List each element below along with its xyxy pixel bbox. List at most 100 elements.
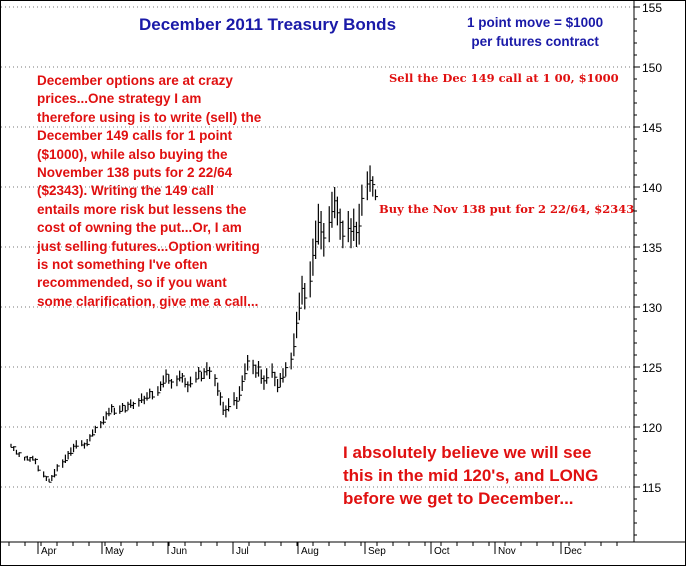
x-tick-label: Dec bbox=[564, 546, 582, 557]
price-bar bbox=[301, 275, 305, 305]
price-bar bbox=[241, 375, 245, 391]
price-bar bbox=[238, 386, 242, 401]
point-value-note: 1 point move = $1000 per futures contrac… bbox=[467, 15, 604, 49]
price-bar bbox=[372, 176, 376, 197]
x-tick-label: Apr bbox=[41, 546, 57, 557]
price-bar bbox=[336, 196, 340, 226]
price-bar bbox=[214, 374, 218, 387]
price-bar bbox=[339, 208, 343, 240]
price-bar bbox=[355, 221, 359, 247]
price-bar bbox=[263, 375, 267, 390]
price-bar bbox=[48, 478, 52, 483]
price-bar bbox=[187, 381, 191, 393]
price-bar bbox=[86, 439, 90, 447]
price-bar bbox=[149, 388, 153, 399]
grid-layer bbox=[1, 6, 634, 488]
price-bar bbox=[130, 399, 134, 408]
price-bar bbox=[18, 452, 22, 457]
price-bar bbox=[282, 368, 286, 383]
price-bar bbox=[184, 377, 188, 388]
x-tick-label: Nov bbox=[498, 546, 516, 557]
price-bar bbox=[111, 404, 115, 413]
price-bar bbox=[296, 311, 300, 339]
price-bar bbox=[15, 449, 19, 455]
price-bar bbox=[219, 392, 223, 406]
price-bar bbox=[26, 455, 30, 461]
price-bar bbox=[257, 361, 262, 377]
price-bar bbox=[323, 223, 327, 257]
price-bar bbox=[45, 476, 49, 481]
price-bar bbox=[168, 374, 172, 384]
x-tick-label: Jul bbox=[236, 546, 249, 557]
price-bar bbox=[358, 203, 362, 245]
price-bar bbox=[361, 184, 365, 216]
price-bar bbox=[260, 369, 264, 384]
price-bar bbox=[342, 220, 346, 249]
price-bar bbox=[247, 355, 251, 371]
sell-call-note: Sell the Dec 149 call at 1 00, $1000 bbox=[389, 71, 619, 85]
price-bar bbox=[140, 393, 145, 403]
price-bar bbox=[285, 362, 289, 377]
y-tick-label: 140 bbox=[642, 181, 662, 195]
price-bar bbox=[105, 411, 109, 420]
price-bar bbox=[350, 218, 354, 249]
price-bar bbox=[228, 398, 232, 412]
price-bar bbox=[225, 405, 229, 418]
price-bar bbox=[24, 456, 28, 461]
price-bar bbox=[369, 165, 373, 192]
price-bar bbox=[157, 386, 161, 396]
price-bar bbox=[198, 367, 202, 379]
y-tick-label: 145 bbox=[642, 121, 662, 135]
price-bar bbox=[255, 364, 259, 378]
y-tick-label: 135 bbox=[642, 241, 662, 255]
price-bar bbox=[91, 429, 96, 437]
price-bar bbox=[32, 455, 36, 461]
price-bar bbox=[309, 261, 313, 298]
price-bar bbox=[266, 368, 270, 384]
price-bar bbox=[181, 373, 185, 383]
price-bar bbox=[304, 283, 308, 310]
price-bar bbox=[317, 203, 321, 245]
price-bar bbox=[75, 440, 79, 449]
price-bar bbox=[89, 434, 93, 442]
x-tick-label: Sep bbox=[368, 546, 386, 557]
y-tick-labels: 115 120 125 130 135 140 145 150 155 bbox=[634, 1, 662, 536]
price-bar bbox=[113, 407, 117, 415]
price-bar bbox=[81, 440, 85, 447]
price-bar bbox=[244, 363, 248, 381]
price-bar bbox=[374, 189, 378, 201]
y-tick-label: 125 bbox=[642, 361, 662, 375]
price-bar bbox=[293, 333, 297, 357]
price-bar bbox=[43, 471, 47, 478]
y-tick-label: 155 bbox=[642, 1, 662, 15]
price-bar bbox=[83, 442, 87, 449]
price-bar bbox=[160, 381, 164, 391]
price-bar bbox=[56, 464, 60, 472]
price-bar bbox=[203, 368, 207, 379]
price-bar bbox=[274, 371, 278, 387]
price-bar bbox=[124, 405, 128, 413]
y-tick-label: 115 bbox=[642, 481, 661, 495]
y-tick-label: 150 bbox=[642, 61, 662, 75]
x-tick-label: May bbox=[105, 546, 124, 557]
price-bar bbox=[208, 367, 213, 379]
price-bar bbox=[298, 292, 302, 321]
price-bar bbox=[315, 220, 319, 259]
price-bar bbox=[165, 369, 169, 383]
price-bar bbox=[176, 375, 180, 387]
price-bar bbox=[222, 401, 226, 415]
price-bar bbox=[143, 395, 147, 405]
forecast-note: I absolutely believe we will see this in… bbox=[343, 443, 599, 508]
price-bar bbox=[62, 459, 66, 468]
price-bar bbox=[121, 403, 126, 412]
price-bar bbox=[138, 398, 142, 407]
price-bar bbox=[353, 208, 357, 241]
buy-put-note: Buy the Nov 138 put for 2 22/64, $2343 bbox=[379, 202, 635, 216]
price-bar bbox=[72, 443, 77, 453]
price-bar bbox=[206, 362, 210, 376]
strategy-note: December options are at crazy prices...O… bbox=[37, 73, 262, 309]
price-bar bbox=[233, 392, 237, 406]
price-bar bbox=[29, 457, 33, 462]
price-bar bbox=[290, 352, 294, 370]
